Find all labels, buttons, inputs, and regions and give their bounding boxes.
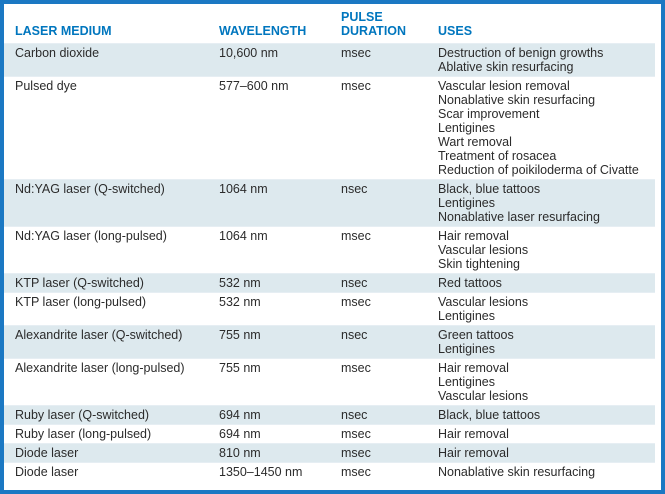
table-row: Diode laser 810 nm msec Hair removal: [4, 443, 655, 463]
table-row: Alexandrite laser (long-pulsed) 755 nm mse…: [4, 358, 655, 406]
cell-pulse: nsec: [330, 273, 427, 293]
column-header-laser-medium: LASER MEDIUM: [15, 24, 112, 38]
table-row: Pulsed dye 577–600 nm msec Vascular lesion …: [4, 76, 655, 180]
use-line: Green tattoos: [438, 328, 514, 342]
cell-wavelength: 1064 nm: [208, 226, 330, 274]
use-line: Black, blue tattoos: [438, 182, 541, 196]
cell-wavelength: 755 nm: [208, 358, 330, 406]
cell-wavelength: 1350–1450 nm: [208, 462, 330, 481]
cell-uses: Destruction of benign growths Ablative sk…: [427, 43, 655, 77]
laser-table-body: Carbon dioxide 10,600 nm msec Destruction o…: [4, 43, 655, 481]
table-row: Ruby laser (Q-switched) 694 nm nsec Black, …: [4, 405, 655, 425]
table-row: KTP laser (Q-switched) 532 nm nsec Red tatt…: [4, 273, 655, 293]
cell-pulse: msec: [330, 292, 427, 326]
use-line: Vascular lesions: [438, 295, 529, 309]
cell-wavelength: 532 nm: [208, 273, 330, 293]
cell-medium: Alexandrite laser (Q-switched): [4, 325, 208, 359]
use-line: Vascular lesions: [438, 389, 529, 403]
column-header-wavelength: WAVELENGTH: [219, 24, 307, 38]
cell-uses: Vascular lesion removal Nonablative skin …: [427, 76, 655, 180]
cell-pulse: msec: [330, 443, 427, 463]
use-line: Reduction of poikiloderma of Civatte: [438, 163, 639, 177]
use-line: Skin tightening: [438, 257, 521, 271]
use-line: Ablative skin resurfacing: [438, 60, 574, 74]
table-row: Carbon dioxide 10,600 nm msec Destruction o…: [4, 43, 655, 77]
cell-pulse: msec: [330, 76, 427, 180]
table-row: KTP laser (long-pulsed) 532 nm msec Vascula…: [4, 292, 655, 326]
cell-wavelength: 810 nm: [208, 443, 330, 463]
cell-medium: Carbon dioxide: [4, 43, 208, 77]
cell-wavelength: 755 nm: [208, 325, 330, 359]
cell-wavelength: 694 nm: [208, 405, 330, 425]
cell-medium: KTP laser (long-pulsed): [4, 292, 208, 326]
use-line: Red tattoos: [438, 276, 502, 290]
use-line: Lentigines: [438, 121, 495, 135]
cell-pulse: msec: [330, 226, 427, 274]
cell-wavelength: 694 nm: [208, 424, 330, 444]
cell-uses: Green tattoos Lentigines: [427, 325, 655, 359]
laser-table: LASER MEDIUM WAVELENGTH PULSE DURATION U…: [4, 4, 655, 481]
use-line: Wart removal: [438, 135, 512, 149]
use-line: Nonablative skin resurfacing: [438, 93, 596, 107]
cell-pulse: msec: [330, 43, 427, 77]
use-line: Lentigines: [438, 309, 495, 323]
use-line: Hair removal: [438, 427, 509, 441]
use-line: Hair removal: [438, 446, 509, 460]
table-row: Nd:YAG laser (Q-switched) 1064 nm nsec Blac…: [4, 179, 655, 227]
use-line: Treatment of rosacea: [438, 149, 557, 163]
cell-wavelength: 532 nm: [208, 292, 330, 326]
use-line: Destruction of benign growths: [438, 46, 604, 60]
cell-medium: Diode laser: [4, 462, 208, 481]
cell-uses: Nonablative skin resurfacing: [427, 462, 655, 481]
cell-pulse: nsec: [330, 179, 427, 227]
use-line: Vascular lesions: [438, 243, 529, 257]
table-row: Diode laser 1350–1450 nm msec Nonablative s…: [4, 462, 655, 481]
use-line: Lentigines: [438, 375, 495, 389]
cell-uses: Vascular lesions Lentigines: [427, 292, 655, 326]
cell-uses: Hair removal Vascular lesions Skin tighten…: [427, 226, 655, 274]
cell-medium: Ruby laser (Q-switched): [4, 405, 208, 425]
cell-wavelength: 10,600 nm: [208, 43, 330, 77]
cell-uses: Red tattoos: [427, 273, 655, 293]
use-line: Hair removal: [438, 229, 509, 243]
cell-medium: KTP laser (Q-switched): [4, 273, 208, 293]
table-row: Alexandrite laser (Q-switched) 755 nm nsec…: [4, 325, 655, 359]
cell-pulse: msec: [330, 358, 427, 406]
cell-wavelength: 577–600 nm: [208, 76, 330, 180]
table-row: Ruby laser (long-pulsed) 694 nm msec Hair r…: [4, 424, 655, 444]
cell-medium: Alexandrite laser (long-pulsed): [4, 358, 208, 406]
cell-pulse: nsec: [330, 405, 427, 425]
use-line: Scar improvement: [438, 107, 540, 121]
column-header-uses: USES: [438, 24, 473, 38]
cell-uses: Hair removal: [427, 443, 655, 463]
use-line: Hair removal: [438, 361, 509, 375]
cell-medium: Pulsed dye: [4, 76, 208, 180]
cell-uses: Black, blue tattoos Lentigines Nonablative…: [427, 179, 655, 227]
use-line: Black, blue tattoos: [438, 408, 541, 422]
laser-table-header: LASER MEDIUM WAVELENGTH PULSE DURATION U…: [4, 4, 655, 44]
column-header-pulse-duration: PULSE DURATION: [341, 10, 407, 38]
cell-uses: Hair removal Lentigines Vascular lesions: [427, 358, 655, 406]
cell-wavelength: 1064 nm: [208, 179, 330, 227]
cell-pulse: msec: [330, 462, 427, 481]
table-row: Nd:YAG laser (long-pulsed) 1064 nm msec Hai…: [4, 226, 655, 274]
use-line: Nonablative laser resurfacing: [438, 210, 600, 224]
cell-medium: Nd:YAG laser (long-pulsed): [4, 226, 208, 274]
cell-pulse: msec: [330, 424, 427, 444]
cell-uses: Hair removal: [427, 424, 655, 444]
cell-medium: Diode laser: [4, 443, 208, 463]
cell-uses: Black, blue tattoos: [427, 405, 655, 425]
use-line: Lentigines: [438, 196, 495, 210]
use-line: Lentigines: [438, 342, 495, 356]
use-line: Vascular lesion removal: [438, 79, 570, 93]
cell-pulse: nsec: [330, 325, 427, 359]
cell-medium: Ruby laser (long-pulsed): [4, 424, 208, 444]
cell-medium: Nd:YAG laser (Q-switched): [4, 179, 208, 227]
use-line: Nonablative skin resurfacing: [438, 465, 596, 479]
